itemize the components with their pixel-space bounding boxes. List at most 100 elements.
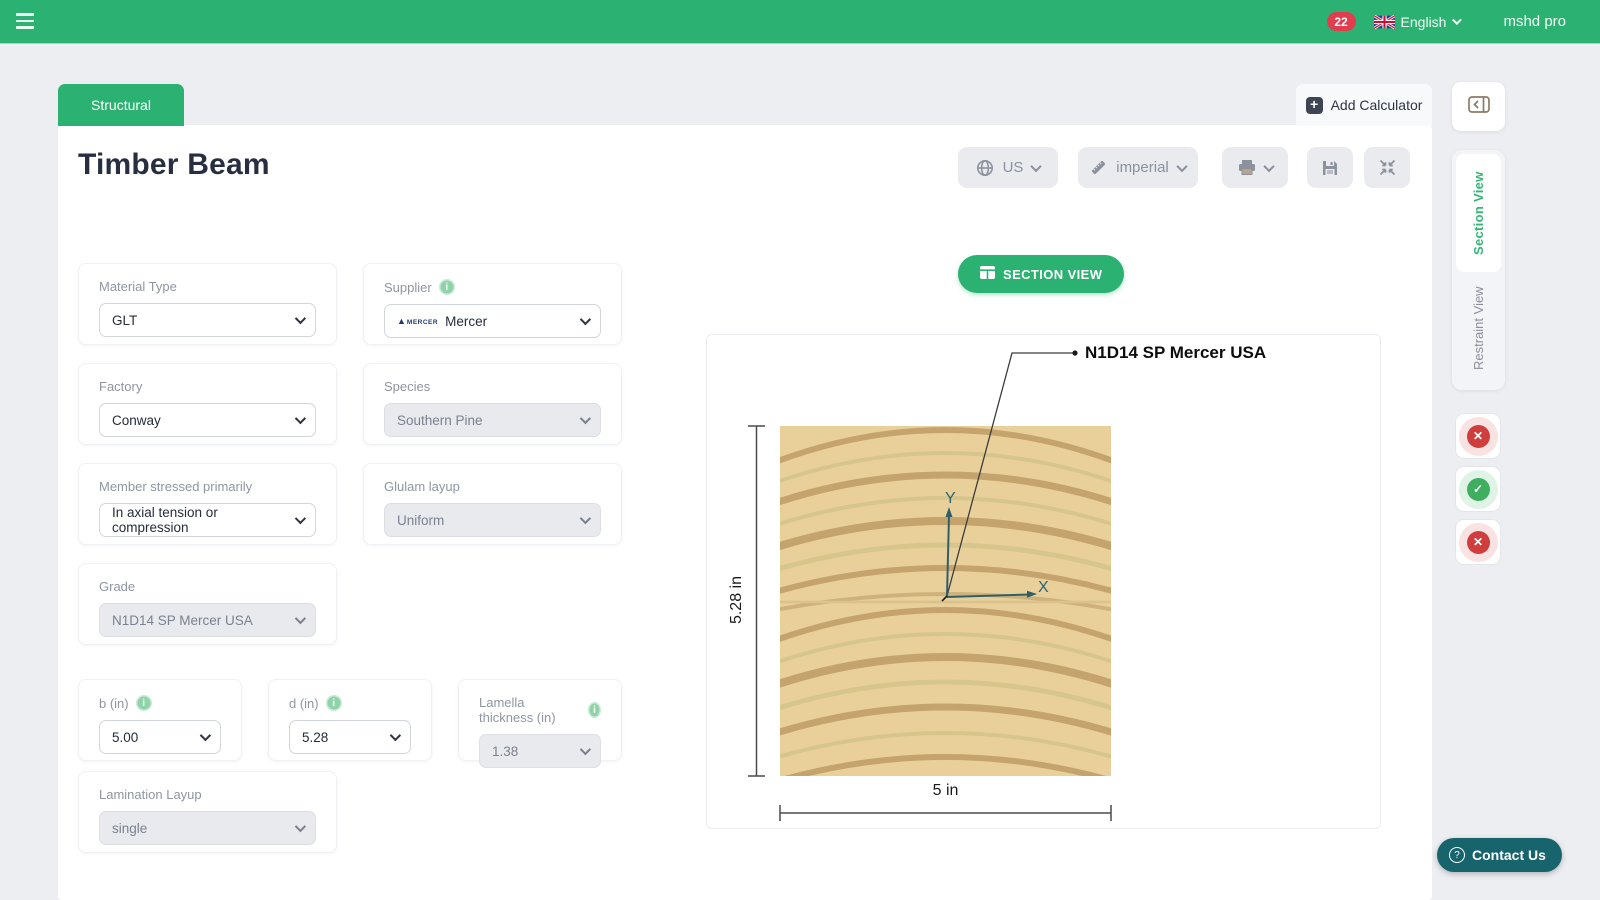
tab-restraint-view-label: Restraint View <box>1471 286 1486 370</box>
chevron-down-icon <box>294 412 307 425</box>
print-button[interactable] <box>1222 147 1288 188</box>
save-button[interactable] <box>1307 147 1353 188</box>
lamella-label: Lamella thickness (in) <box>479 695 556 725</box>
chevron-down-icon <box>389 729 402 742</box>
member-stressed-label: Member stressed primarily <box>99 479 253 494</box>
printer-icon <box>1238 159 1256 176</box>
chevron-down-icon <box>1030 160 1043 172</box>
chevron-down-icon <box>294 312 307 325</box>
language-selector[interactable]: English <box>1372 13 1463 30</box>
factory-select[interactable]: Conway <box>99 403 316 437</box>
b-label: b (in) <box>99 695 129 711</box>
species-card: Species Southern Pine <box>363 363 622 445</box>
save-icon <box>1321 159 1339 177</box>
grade-label: Grade <box>99 579 136 594</box>
lamella-select: 1.38 <box>479 734 601 768</box>
d-select[interactable]: 5.28 <box>289 720 411 754</box>
collapse-panel-button[interactable] <box>1452 82 1505 131</box>
lamination-value: single <box>112 820 148 836</box>
b-select[interactable]: 5.00 <box>99 720 221 754</box>
mercer-logo: ▲ MERCER <box>397 316 439 326</box>
member-stressed-select[interactable]: In axial tension or compression <box>99 503 316 537</box>
chevron-down-icon <box>579 743 592 756</box>
lamination-select: single <box>99 811 316 845</box>
chevron-down-icon <box>294 612 307 625</box>
d-value: 5.28 <box>302 729 329 745</box>
account-name[interactable]: mshd pro <box>1503 13 1566 30</box>
species-value: Southern Pine <box>397 412 483 428</box>
compress-view-button[interactable] <box>1364 147 1410 188</box>
lamella-thickness-card: Lamella thickness (in) i 1.38 <box>458 679 622 768</box>
hamburger-menu-icon[interactable] <box>16 13 34 29</box>
tab-section-view-label: Section View <box>1471 171 1486 255</box>
chevron-down-icon <box>294 512 307 525</box>
region-selector[interactable]: US <box>958 147 1058 188</box>
success-icon: ✓ <box>1466 477 1490 501</box>
units-selector[interactable]: imperial <box>1078 147 1198 188</box>
glulam-layup-select: Uniform <box>384 503 601 537</box>
top-navigation-bar: 22 English mshd pro <box>0 0 1600 43</box>
units-label: imperial <box>1116 159 1169 176</box>
axis-y-label: Y <box>945 490 956 507</box>
section-view-button-label: SECTION VIEW <box>1003 266 1103 282</box>
chevron-down-icon <box>1176 160 1188 172</box>
add-calculator-button[interactable]: + Add Calculator <box>1296 84 1432 126</box>
section-view-icon <box>980 266 995 282</box>
globe-icon <box>976 159 994 177</box>
lamella-value: 1.38 <box>492 743 519 759</box>
glulam-layup-value: Uniform <box>397 512 445 528</box>
chevron-down-icon <box>294 820 307 833</box>
ruler-icon <box>1090 159 1107 176</box>
factory-card: Factory Conway <box>78 363 337 445</box>
region-label: US <box>1002 159 1024 176</box>
add-calculator-label: Add Calculator <box>1330 97 1423 113</box>
species-label: Species <box>384 379 431 394</box>
info-icon[interactable]: i <box>438 279 455 295</box>
lamination-label: Lamination Layup <box>99 787 202 802</box>
material-type-card: Material Type GLT <box>78 263 337 345</box>
info-icon[interactable]: i <box>588 702 601 718</box>
info-icon[interactable]: i <box>135 695 152 711</box>
plus-icon: + <box>1305 96 1323 114</box>
contact-us-label: Contact Us <box>1472 847 1546 863</box>
member-stressed-card: Member stressed primarily In axial tensi… <box>78 463 337 545</box>
contact-us-button[interactable]: ? Contact Us <box>1437 838 1562 872</box>
material-type-value: GLT <box>112 312 138 328</box>
factory-label: Factory <box>99 379 143 394</box>
grade-select: N1D14 SP Mercer USA <box>99 603 316 637</box>
timber-cross-section <box>780 426 1111 776</box>
language-label: English <box>1400 13 1447 30</box>
section-diagram-card: N1D14 SP Mercer USA 5.28 in 5 in Y X <box>706 334 1381 829</box>
tab-structural-label: Structural <box>91 97 151 113</box>
status-button-2[interactable]: ✓ <box>1455 466 1501 512</box>
axis-x-label: X <box>1038 579 1049 596</box>
supplier-card: Supplier i ▲ MERCER Mercer <box>363 263 622 345</box>
section-view-button[interactable]: SECTION VIEW <box>958 255 1125 293</box>
status-button-3[interactable]: ✕ <box>1455 519 1501 565</box>
d-label: d (in) <box>289 695 319 711</box>
section-grade-label: N1D14 SP Mercer USA <box>1085 343 1267 362</box>
supplier-select[interactable]: ▲ MERCER Mercer <box>384 304 601 338</box>
tab-restraint-view[interactable]: Restraint View <box>1456 272 1501 384</box>
notification-badge[interactable]: 22 <box>1326 12 1356 31</box>
error-icon: ✕ <box>1466 424 1490 448</box>
chevron-down-icon <box>579 313 592 326</box>
factory-value: Conway <box>112 412 161 428</box>
material-type-label: Material Type <box>99 279 177 294</box>
info-icon[interactable]: i <box>325 695 342 711</box>
page-title: Timber Beam <box>78 148 270 181</box>
chevron-down-icon <box>579 512 592 525</box>
d-dimension-card: d (in) i 5.28 <box>268 679 432 761</box>
question-icon: ? <box>1449 847 1465 863</box>
view-tabs: Section View Restraint View <box>1452 150 1505 390</box>
uk-flag-icon <box>1372 13 1396 30</box>
tab-section-view[interactable]: Section View <box>1456 154 1501 272</box>
chevron-down-icon <box>199 729 212 742</box>
glulam-layup-label: Glulam layup <box>384 479 460 494</box>
grade-value: N1D14 SP Mercer USA <box>112 612 253 628</box>
tab-structural[interactable]: Structural <box>58 84 184 126</box>
status-button-1[interactable]: ✕ <box>1455 413 1501 459</box>
material-type-select[interactable]: GLT <box>99 303 316 337</box>
lamination-layup-card: Lamination Layup single <box>78 771 337 853</box>
chevron-down-icon <box>579 412 592 425</box>
